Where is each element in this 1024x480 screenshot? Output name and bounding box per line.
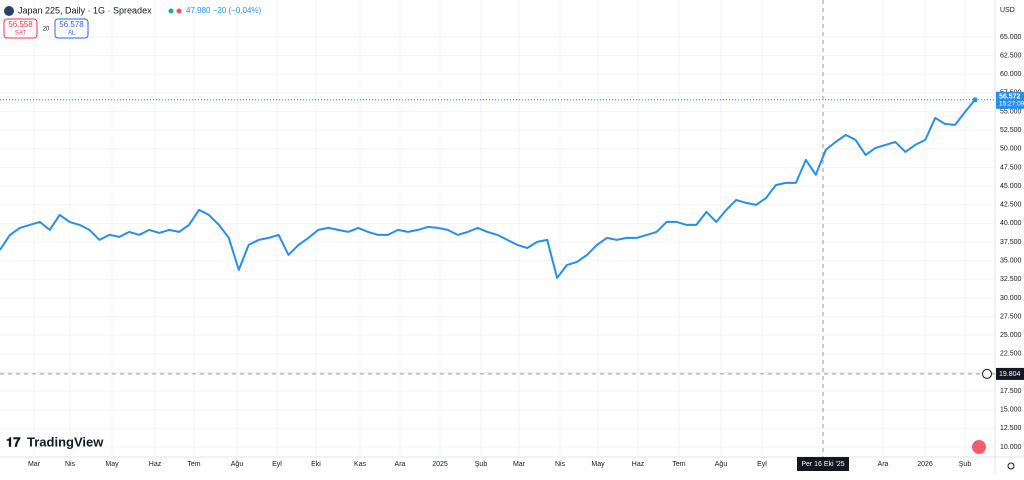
plot — [0, 0, 995, 457]
x-tick-label: Tem — [672, 461, 685, 468]
currency: USD — [1000, 7, 1015, 14]
symbol-icon — [4, 6, 14, 16]
y-tick-label: 40.000 — [1000, 220, 1022, 227]
x-tick-label: Ağu — [715, 461, 728, 468]
buy-button[interactable] — [54, 18, 89, 39]
settings-icon[interactable] — [1007, 462, 1015, 470]
x-tick-label: Şub — [959, 461, 972, 468]
x-tick-label: Nis — [555, 461, 566, 468]
quote: 47.980 −20 (−0,04%) — [186, 6, 262, 15]
logo-mark: 𝟏𝟕 — [6, 434, 21, 449]
y-tick-label: 27.500 — [1000, 313, 1022, 320]
status-dot — [168, 8, 174, 14]
y-tick-label: 35.000 — [1000, 257, 1022, 264]
y-tick-label: 30.000 — [1000, 295, 1022, 302]
spread: 20 — [43, 27, 50, 33]
y-tick-label: 47.500 — [1000, 164, 1022, 171]
x-tick-label: Ara — [878, 461, 889, 468]
crosshair-date-label: Per 16 Eki '25 — [801, 461, 844, 468]
y-tick-label: 65.000 — [1000, 34, 1022, 41]
crosshair-price-box — [996, 367, 1024, 380]
x-tick-label: Eyl — [272, 461, 282, 468]
y-tick-label: 32.500 — [1000, 276, 1022, 283]
x-tick-label: Ara — [395, 461, 406, 468]
last-price-label: 56.572 — [999, 94, 1021, 101]
x-tick-label: Tem — [187, 461, 200, 468]
x-tick-label: Mar — [28, 461, 41, 468]
y-tick-label: 62.500 — [1000, 52, 1022, 59]
y-tick-label: 55.000 — [1000, 108, 1022, 115]
crosshair-plus — [982, 368, 992, 379]
buy-label[interactable]: AL — [68, 31, 76, 37]
x-tick-label: May — [105, 461, 119, 468]
y-tick-label: 17.500 — [1000, 388, 1022, 395]
x-tick-label: Mar — [513, 461, 526, 468]
x-tick-label: Şub — [475, 461, 488, 468]
flag-icon[interactable] — [972, 440, 986, 454]
y-tick-label: 25.000 — [1000, 332, 1022, 339]
x-tick-label: Haz — [632, 461, 645, 468]
y-tick-label: 37.500 — [1000, 239, 1022, 246]
x-tick-label: Kas — [354, 461, 367, 468]
x-tick-label: Ağu — [231, 461, 244, 468]
x-tick-label: 2026 — [917, 461, 933, 468]
x-tick-label: May — [591, 461, 605, 468]
x-tick-label: Nis — [65, 461, 76, 468]
sell-price[interactable]: 56.558 — [8, 20, 33, 29]
x-tick-label: Eyl — [757, 461, 767, 468]
y-tick-label: 22.500 — [1000, 351, 1022, 358]
y-tick-label: 45.000 — [1000, 183, 1022, 190]
buy-price[interactable]: 56.578 — [59, 20, 84, 29]
crosshair-date-box — [797, 457, 849, 471]
last-price-box — [996, 91, 1024, 109]
x-tick-label: 2025 — [432, 461, 448, 468]
sell-button[interactable] — [3, 18, 38, 39]
status-dot — [176, 8, 182, 14]
y-tick-label: 12.500 — [1000, 425, 1022, 432]
y-tick-label: 60.000 — [1000, 71, 1022, 78]
y-tick-label: 42.500 — [1000, 202, 1022, 209]
countdown: 15:27:09 — [999, 101, 1024, 108]
x-tick-label: Haz — [149, 461, 162, 468]
sell-label[interactable]: SAT — [15, 31, 27, 37]
price-line — [0, 99, 976, 279]
y-tick-label: 10.000 — [1000, 444, 1022, 451]
last-point — [972, 97, 978, 103]
crosshair-price-label: 19.804 — [999, 371, 1021, 378]
symbol-title: Japan 225, Daily · 1G · Spreadex — [18, 5, 152, 15]
y-tick-label: 50.000 — [1000, 146, 1022, 153]
brand: TradingView — [27, 434, 104, 449]
y-tick-label: 52.500 — [1000, 127, 1022, 134]
x-tick-label: Eki — [311, 461, 321, 468]
y-tick-label: 15.000 — [1000, 407, 1022, 414]
